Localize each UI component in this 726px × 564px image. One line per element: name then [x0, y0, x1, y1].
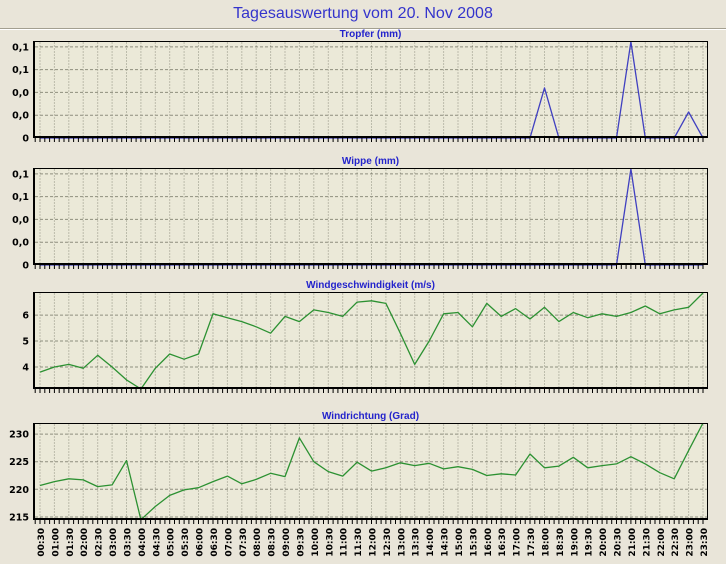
chart-title-windgeschwindigkeit: Windgeschwindigkeit (m/s)	[306, 280, 435, 291]
svg-text:08:00: 08:00	[253, 528, 263, 557]
svg-text:05:00: 05:00	[167, 528, 177, 557]
svg-text:215: 215	[9, 513, 29, 524]
title-separator	[0, 28, 726, 30]
svg-text:06:30: 06:30	[210, 528, 220, 557]
svg-text:0,0: 0,0	[12, 215, 29, 226]
chart-title-windrichtung: Windrichtung (Grad)	[321, 411, 420, 422]
svg-text:23:30: 23:30	[700, 528, 710, 557]
svg-text:07:00: 07:00	[224, 528, 234, 557]
svg-text:21:30: 21:30	[642, 528, 652, 557]
svg-text:19:00: 19:00	[570, 528, 580, 557]
svg-text:0,1: 0,1	[12, 169, 29, 180]
svg-text:0,0: 0,0	[12, 111, 29, 122]
svg-text:16:30: 16:30	[498, 528, 508, 557]
svg-text:4: 4	[22, 363, 29, 374]
svg-text:0,1: 0,1	[12, 42, 29, 53]
svg-text:03:30: 03:30	[124, 528, 134, 557]
svg-text:12:00: 12:00	[369, 528, 379, 557]
svg-text:06:00: 06:00	[196, 528, 206, 557]
chart-windgeschwindigkeit-plot: 4 5 6	[22, 292, 708, 393]
svg-text:0: 0	[22, 261, 29, 272]
svg-text:09:30: 09:30	[296, 528, 306, 557]
svg-text:05:30: 05:30	[181, 528, 191, 557]
svg-text:15:00: 15:00	[455, 528, 465, 557]
svg-text:11:00: 11:00	[340, 528, 350, 557]
svg-text:0,1: 0,1	[12, 192, 29, 203]
svg-text:18:30: 18:30	[556, 528, 566, 557]
svg-text:20:30: 20:30	[614, 528, 624, 557]
svg-text:11:30: 11:30	[354, 528, 364, 557]
svg-text:00:30: 00:30	[37, 528, 47, 557]
svg-text:17:00: 17:00	[513, 528, 523, 557]
svg-text:19:30: 19:30	[585, 528, 595, 557]
chart-title-wippe: Wippe (mm)	[341, 156, 400, 167]
svg-text:20:00: 20:00	[599, 528, 609, 557]
svg-text:10:30: 10:30	[325, 528, 335, 557]
svg-text:03:00: 03:00	[109, 528, 119, 557]
svg-text:0,0: 0,0	[12, 238, 29, 249]
svg-text:0,1: 0,1	[12, 65, 29, 76]
svg-text:220: 220	[9, 485, 29, 496]
svg-text:10:00: 10:00	[311, 528, 321, 557]
svg-text:14:30: 14:30	[441, 528, 451, 557]
svg-text:13:30: 13:30	[412, 528, 422, 557]
chart-tropfer-plot: 0 0,0 0,0 0,1 0,1	[12, 41, 708, 145]
svg-text:07:30: 07:30	[239, 528, 249, 557]
svg-text:02:00: 02:00	[80, 528, 90, 557]
svg-text:21:00: 21:00	[628, 528, 638, 557]
svg-text:23:00: 23:00	[686, 528, 696, 557]
svg-text:12:30: 12:30	[383, 528, 393, 557]
svg-text:02:30: 02:30	[95, 528, 105, 557]
svg-text:22:00: 22:00	[657, 528, 667, 557]
svg-text:15:30: 15:30	[469, 528, 479, 557]
chart-windrichtung-plot: 215 220 225 230 00:30 01:00 01:30 02:00 02:30 03:…	[9, 423, 710, 557]
svg-text:17:30: 17:30	[527, 528, 537, 557]
svg-text:0: 0	[22, 134, 29, 145]
svg-text:01:30: 01:30	[66, 528, 76, 557]
svg-text:230: 230	[9, 430, 29, 441]
svg-text:04:00: 04:00	[138, 528, 148, 557]
svg-text:13:00: 13:00	[397, 528, 407, 557]
svg-text:04:30: 04:30	[152, 528, 162, 557]
svg-text:18:00: 18:00	[542, 528, 552, 557]
chart-wippe-plot: 0 0,0 0,0 0,1 0,1	[12, 168, 708, 272]
page-title: Tagesauswertung vom 20. Nov 2008	[233, 5, 493, 22]
svg-text:01:00: 01:00	[51, 528, 61, 557]
svg-text:22:30: 22:30	[671, 528, 681, 557]
svg-text:0,0: 0,0	[12, 88, 29, 99]
svg-text:5: 5	[22, 337, 29, 348]
svg-text:225: 225	[9, 457, 29, 468]
svg-text:6: 6	[22, 311, 29, 322]
chart-title-tropfer: Tropfer (mm)	[339, 29, 402, 40]
svg-text:09:00: 09:00	[282, 528, 292, 557]
svg-text:14:00: 14:00	[426, 528, 436, 557]
svg-text:08:30: 08:30	[268, 528, 278, 557]
svg-text:16:00: 16:00	[484, 528, 494, 557]
